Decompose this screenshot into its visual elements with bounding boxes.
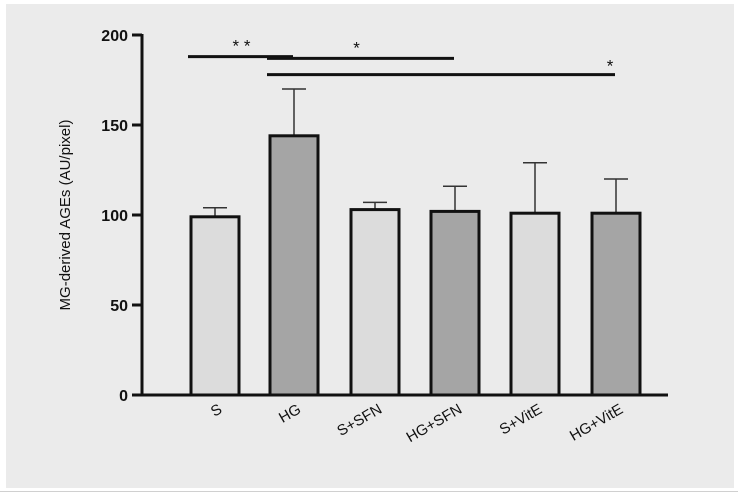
- bar: [590, 211, 642, 397]
- bar: [509, 211, 561, 397]
- bar: [349, 208, 401, 397]
- bar: [189, 215, 241, 397]
- y-tick-label: 0: [119, 388, 128, 405]
- significance-label: *: [353, 38, 360, 57]
- x-tick-label: S+SFN: [334, 401, 385, 440]
- divider: [0, 491, 738, 492]
- bar: [429, 209, 481, 397]
- x-tick-label: HG: [276, 401, 304, 427]
- significance-brackets: * * * *: [188, 37, 615, 77]
- y-tick-label: 200: [101, 28, 128, 45]
- x-tick-label: HG+VitE: [567, 401, 626, 445]
- y-axis: 0 50 100 150 200: [101, 28, 144, 405]
- x-tick-label: S: [208, 401, 225, 421]
- x-tick-label: S+VitE: [497, 401, 545, 439]
- x-axis: S HG S+SFN HG+SFN S+VitE HG+VitE: [142, 393, 668, 446]
- bars: [189, 88, 642, 397]
- bar: [268, 134, 320, 397]
- y-tick-label: 100: [101, 208, 128, 225]
- y-axis-label: MG-derived AGEs (AU/pixel): [57, 120, 74, 311]
- significance-label: *: [607, 57, 614, 76]
- significance-label: * *: [233, 37, 251, 56]
- x-tick-label: HG+SFN: [403, 401, 465, 446]
- y-tick-label: 150: [101, 118, 128, 135]
- y-tick-label: 50: [110, 298, 128, 315]
